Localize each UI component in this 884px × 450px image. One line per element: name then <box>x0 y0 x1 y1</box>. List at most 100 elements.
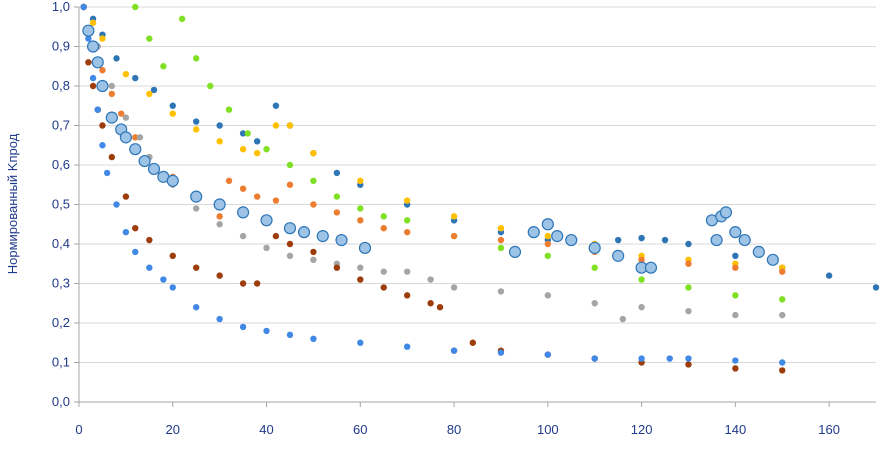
data-point <box>169 102 176 109</box>
x-tick-label: 40 <box>259 422 273 437</box>
data-point <box>333 193 341 200</box>
data-point <box>333 264 341 271</box>
series-3 <box>80 3 786 275</box>
data-point <box>357 264 364 271</box>
data-point <box>544 240 552 248</box>
data-point <box>286 181 294 188</box>
data-point <box>544 351 552 358</box>
data-point <box>357 205 364 212</box>
data-point <box>99 142 106 149</box>
data-point <box>85 35 92 42</box>
data-point <box>239 323 247 331</box>
data-point <box>732 357 739 364</box>
x-tick-label: 0 <box>75 422 82 437</box>
data-point <box>872 284 880 291</box>
series-4 <box>80 3 786 323</box>
data-point <box>225 177 233 184</box>
data-point <box>310 177 317 184</box>
data-point <box>469 339 477 346</box>
series-1 <box>80 3 786 271</box>
data-point <box>263 146 270 153</box>
data-point <box>146 264 153 271</box>
series-7 <box>82 24 779 274</box>
x-tick-label: 120 <box>631 422 653 437</box>
data-point <box>286 240 294 248</box>
y-tick-label: 0,7 <box>52 118 70 133</box>
data-point <box>146 35 153 42</box>
y-tick-label: 0,6 <box>52 157 70 172</box>
data-point <box>403 217 411 224</box>
y-tick-label: 0,8 <box>52 78 70 93</box>
data-point <box>638 355 645 362</box>
data-point <box>136 134 144 141</box>
data-point <box>729 226 742 239</box>
data-point <box>333 209 341 216</box>
data-point <box>544 232 552 240</box>
data-point <box>661 236 669 244</box>
data-point <box>216 138 223 145</box>
series-5 <box>80 3 786 374</box>
data-point <box>638 234 645 242</box>
data-point <box>591 264 598 271</box>
data-point <box>272 102 280 109</box>
data-point <box>380 213 387 220</box>
data-point <box>272 122 280 129</box>
data-point <box>239 185 247 192</box>
y-tick-label: 0,9 <box>52 39 70 54</box>
data-point <box>497 236 505 244</box>
data-point <box>591 300 598 307</box>
data-point <box>146 236 153 244</box>
data-point <box>779 296 786 303</box>
data-point <box>138 154 151 168</box>
data-point <box>497 244 505 252</box>
data-point <box>122 70 130 78</box>
data-point <box>403 292 411 299</box>
data-point <box>132 248 139 256</box>
data-point <box>207 82 214 90</box>
tick-labels: 0,0 0,1 0,2 0,3 0,4 0,5 0,6 0,7 0,8 0,9 1,0 0 20 40 60… <box>52 0 840 437</box>
data-point <box>169 284 176 291</box>
data-point <box>779 268 786 275</box>
data-point <box>685 307 692 315</box>
data-point <box>544 292 552 299</box>
data-point <box>450 232 458 240</box>
x-tick-label: 100 <box>537 422 559 437</box>
data-point <box>450 213 458 220</box>
data-point <box>213 198 226 211</box>
data-point <box>117 110 125 117</box>
data-point <box>286 161 294 169</box>
data-point <box>732 311 739 319</box>
data-point <box>527 226 540 239</box>
data-point <box>565 233 578 247</box>
data-point <box>427 276 434 283</box>
data-point <box>380 268 387 275</box>
data-point <box>169 110 176 117</box>
data-point <box>272 197 280 204</box>
data-point <box>146 90 153 98</box>
data-point <box>105 111 118 124</box>
data-point <box>335 233 348 247</box>
data-point <box>216 315 223 323</box>
data-point <box>103 169 111 177</box>
data-point <box>310 335 317 342</box>
data-point <box>272 232 280 240</box>
data-point <box>85 59 92 66</box>
data-point <box>732 292 739 299</box>
y-tick-label: 0,4 <box>52 236 70 251</box>
data-point <box>99 67 106 74</box>
data-point <box>239 146 247 153</box>
y-tick-label: 0,3 <box>52 276 70 291</box>
data-point <box>403 197 411 204</box>
data-point <box>380 284 387 291</box>
data-point <box>216 122 223 129</box>
data-point <box>169 252 176 260</box>
data-point <box>193 264 200 271</box>
data-point <box>666 355 673 362</box>
data-point <box>225 106 233 113</box>
data-point <box>685 284 692 291</box>
data-point <box>113 201 120 208</box>
data-point <box>132 74 139 82</box>
data-point <box>253 280 261 287</box>
